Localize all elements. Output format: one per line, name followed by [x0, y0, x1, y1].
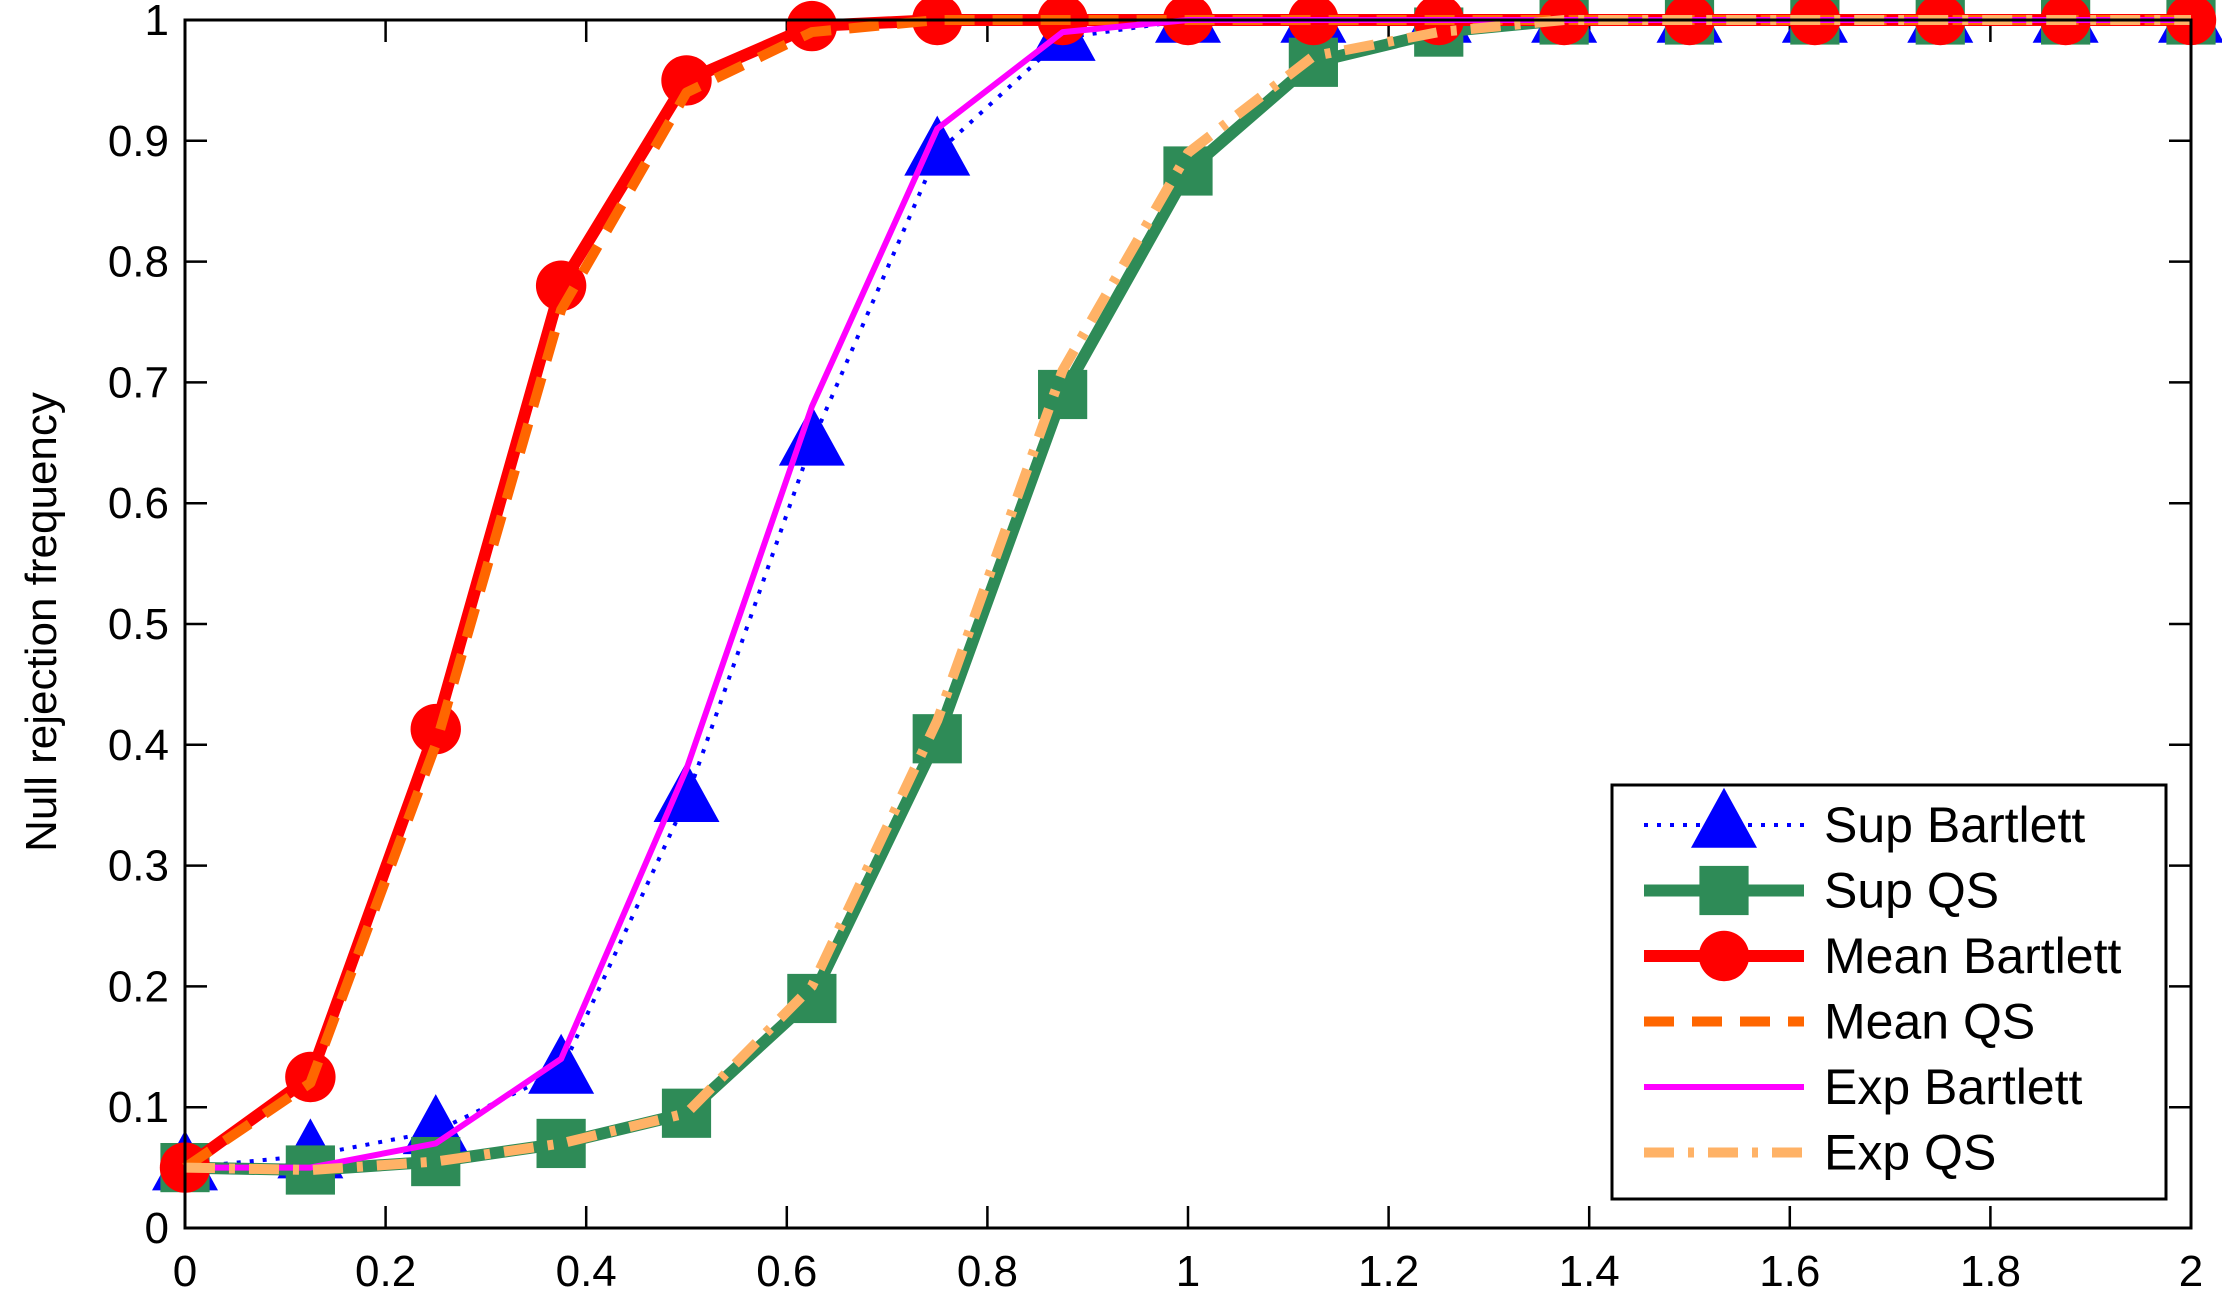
y-tick-label: 0.3 [108, 842, 169, 891]
legend: Sup Bartlett Sup QS Mean Bartlett Mean QS Ex… [1610, 783, 2168, 1201]
x-tick-label: 1.6 [1759, 1247, 1820, 1296]
legend-item-exp-bartlett: Exp Bartlett [1644, 1059, 2083, 1115]
y-tick-label: 0.8 [108, 238, 169, 287]
legend-label: Mean QS [1824, 994, 2035, 1050]
y-tick-label: 0.4 [108, 721, 169, 770]
x-tick-label: 0.2 [355, 1247, 416, 1296]
legend-item-exp-qs: Exp QS [1644, 1125, 1996, 1181]
legend-label: Exp Bartlett [1824, 1059, 2083, 1115]
legend-item-sup-qs: Sup QS [1644, 863, 1999, 919]
data-point-mean-bartlett [912, 0, 963, 46]
axis-ticks: 0 0.2 0.4 0.6 0.8 1 1.2 1.4 1.6 1.8 2 0 0.1 0.2 0.3 0.4… [108, 0, 2203, 1296]
y-tick-label: 0.7 [108, 358, 169, 407]
x-tick-label: 0.4 [556, 1247, 617, 1296]
x-tick-label: 1 [1176, 1247, 1200, 1296]
y-tick-label: 0.9 [108, 117, 169, 166]
legend-label: Sup Bartlett [1824, 797, 2085, 853]
data-point-sup-bartlett [904, 115, 971, 176]
legend-item-mean-qs: Mean QS [1644, 994, 2035, 1050]
y-tick-label: 0.5 [108, 600, 169, 649]
x-tick-label: 1.8 [1960, 1247, 2021, 1296]
data-point-mean-bartlett [786, 0, 838, 52]
legend-label: Exp QS [1824, 1125, 1996, 1181]
data-point-mean-bartlett [410, 703, 461, 755]
y-tick-label: 0.6 [108, 479, 169, 528]
x-tick-label: 1.4 [1559, 1247, 1620, 1296]
x-tick-label: 0.6 [756, 1247, 817, 1296]
x-tick-label: 2 [2179, 1247, 2203, 1296]
x-tick-label: 0.8 [957, 1247, 1018, 1296]
legend-box [1610, 783, 2168, 1201]
x-tick-label: 1.2 [1358, 1247, 1419, 1296]
plot-frame [183, 18, 2193, 1230]
legend-label: Mean Bartlett [1824, 928, 2121, 984]
y-tick-label: 0 [145, 1204, 169, 1253]
y-tick-label: 0.1 [108, 1083, 169, 1132]
x-tick-label: 0 [173, 1247, 197, 1296]
y-tick-label: 1 [145, 0, 169, 45]
data-point-mean-bartlett [535, 260, 587, 311]
data-point-mean-bartlett [661, 55, 712, 106]
legend-item-mean-bartlett: Mean Bartlett [1644, 928, 2121, 984]
legend-marker [1698, 930, 1750, 982]
legend-marker [1699, 865, 1749, 916]
y-axis-label: Null rejection frequency [17, 392, 66, 852]
legend-label: Sup QS [1824, 863, 1999, 919]
legend-marker [1691, 787, 1757, 848]
legend-item-sup-bartlett: Sup Bartlett [1644, 787, 2085, 853]
data-point-sup-bartlett [528, 1033, 595, 1094]
y-tick-label: 0.2 [108, 962, 169, 1011]
